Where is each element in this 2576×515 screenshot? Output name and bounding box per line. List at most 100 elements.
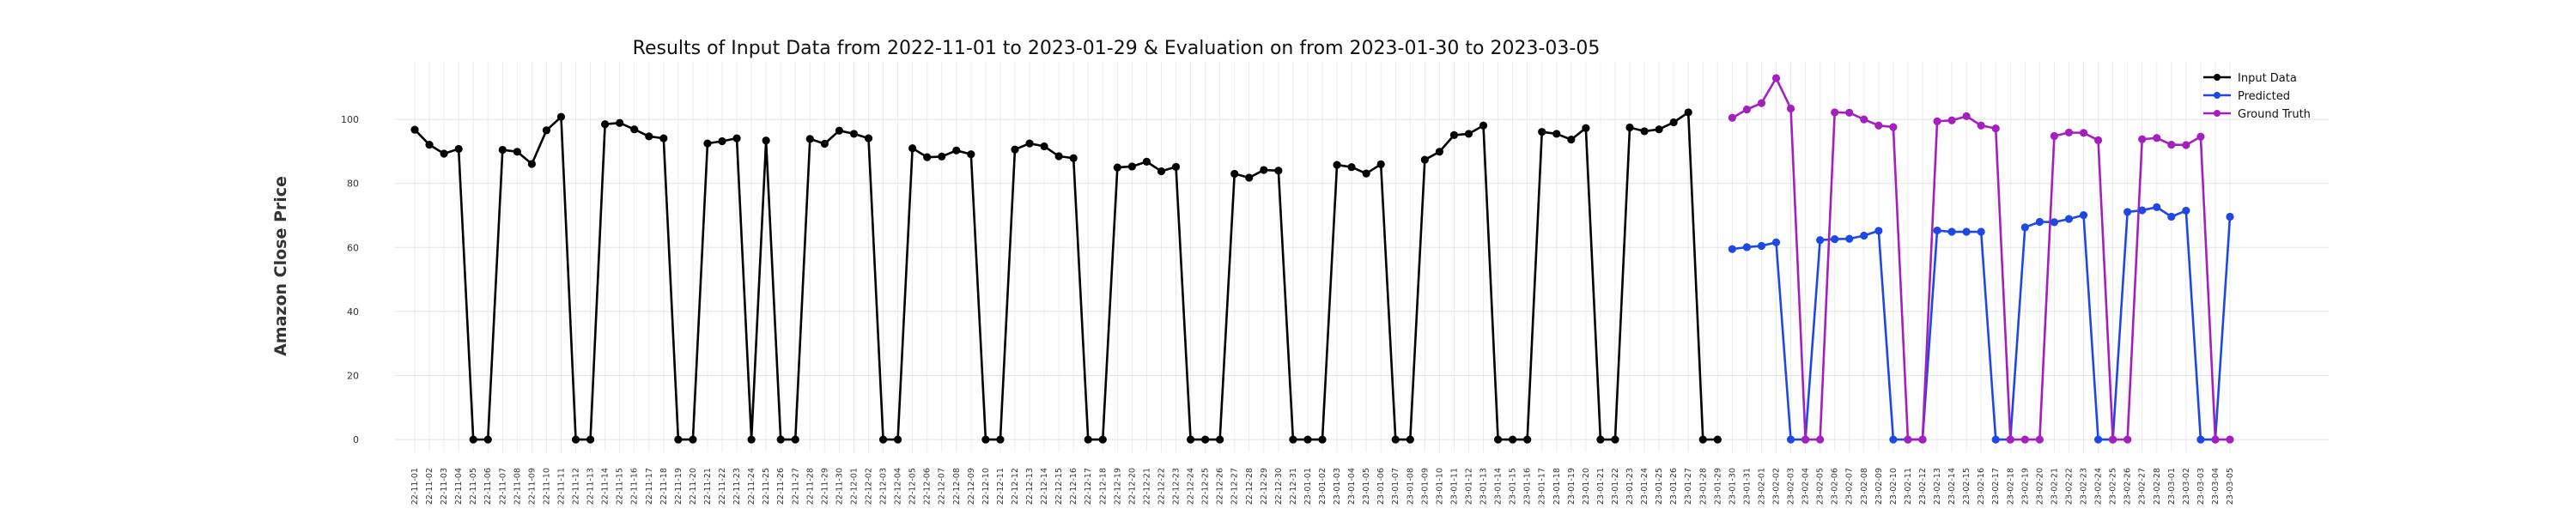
chart-title: Results of Input Data from 2022-11-01 to… — [633, 38, 1601, 59]
x-tick-label: 23-01-17 — [1538, 468, 1547, 505]
x-tick-label: 23-02-16 — [1977, 468, 1986, 505]
data-point-predicted — [2196, 435, 2205, 444]
x-tick-label: 22-11-27 — [791, 468, 800, 505]
data-point-input-data — [1245, 173, 1254, 182]
x-tick-label: 22-11-01 — [410, 468, 420, 505]
data-point-input-data — [1318, 435, 1327, 444]
data-point-input-data — [1274, 167, 1283, 175]
data-point-input-data — [483, 435, 492, 444]
data-point-ground-truth — [1977, 121, 1985, 130]
x-tick-label: 23-01-23 — [1625, 468, 1635, 505]
data-point-input-data — [1171, 162, 1181, 171]
data-point-ground-truth — [2226, 435, 2234, 444]
data-point-ground-truth — [2035, 435, 2044, 444]
data-point-input-data — [454, 144, 463, 154]
x-tick-label: 23-03-04 — [2211, 468, 2221, 505]
legend-dot-predicted — [2214, 92, 2221, 99]
y-axis-label: Amazon Close Price — [271, 176, 290, 356]
legend-label-predicted: Predicted — [2238, 90, 2290, 103]
data-point-input-data — [718, 136, 726, 146]
x-tick-label: 23-02-06 — [1831, 468, 1840, 505]
x-tick-label: 22-11-02 — [425, 468, 434, 505]
series-points — [410, 74, 2234, 444]
x-tick-label: 22-11-06 — [483, 468, 493, 505]
data-point-input-data — [703, 139, 712, 148]
data-point-ground-truth — [1991, 124, 2000, 133]
y-tick-label: 20 — [347, 370, 359, 381]
x-tick-label: 22-11-10 — [542, 468, 551, 505]
data-point-input-data — [878, 435, 888, 444]
data-point-predicted — [2093, 435, 2103, 444]
x-tick-label: 22-11-09 — [527, 468, 537, 505]
data-point-input-data — [1611, 435, 1619, 444]
data-point-ground-truth — [1757, 99, 1766, 107]
x-tick-label: 22-12-26 — [1216, 468, 1225, 505]
x-tick-label: 23-02-19 — [2020, 468, 2030, 505]
x-tick-label: 22-12-22 — [1157, 468, 1166, 505]
data-point-input-data — [1069, 154, 1078, 162]
x-tick-label: 22-12-03 — [879, 468, 889, 505]
data-point-input-data — [1509, 435, 1517, 444]
x-tick-label: 22-11-29 — [820, 468, 829, 505]
x-tick-label: 22-11-17 — [645, 468, 654, 505]
data-point-ground-truth — [1860, 115, 1868, 124]
x-tick-label: 23-02-24 — [2094, 468, 2104, 505]
x-tick-label: 23-02-05 — [1816, 468, 1826, 505]
x-tick-label: 23-01-31 — [1742, 468, 1752, 505]
data-point-input-data — [923, 153, 932, 161]
x-tick-label: 23-02-20 — [2035, 468, 2044, 505]
data-point-input-data — [1216, 435, 1224, 444]
x-tick-label: 23-02-23 — [2080, 468, 2089, 505]
data-point-input-data — [1391, 435, 1400, 444]
x-tick-label: 23-01-05 — [1362, 468, 1371, 505]
data-point-input-data — [630, 125, 639, 134]
data-point-input-data — [1362, 169, 1370, 178]
data-point-ground-truth — [1831, 108, 1839, 117]
data-point-input-data — [1435, 148, 1443, 156]
data-point-input-data — [1054, 152, 1063, 161]
data-point-ground-truth — [2196, 132, 2205, 141]
data-point-input-data — [1449, 130, 1459, 140]
data-point-predicted — [1786, 435, 1795, 444]
data-point-input-data — [469, 435, 477, 444]
x-axis-tick-labels: 22-11-01 22-11-02 22-11-03 22-11-04 22-11-05… — [410, 468, 2235, 505]
y-tick-label: 40 — [347, 306, 359, 318]
data-point-input-data — [908, 144, 917, 153]
data-point-input-data — [1567, 136, 1576, 144]
x-tick-label: 23-02-04 — [1801, 468, 1811, 505]
data-point-predicted — [1742, 243, 1752, 251]
x-tick-label: 23-01-16 — [1523, 468, 1533, 505]
x-tick-label: 23-02-26 — [2123, 468, 2133, 505]
legend-dot-input-data — [2214, 74, 2221, 81]
x-tick-label: 22-11-20 — [689, 468, 698, 505]
data-point-predicted — [1771, 238, 1781, 246]
x-tick-label: 23-01-08 — [1406, 468, 1415, 505]
x-tick-label: 23-02-28 — [2153, 468, 2162, 505]
data-point-input-data — [747, 435, 756, 444]
data-point-input-data — [410, 125, 419, 134]
x-tick-label: 22-12-12 — [1011, 468, 1020, 505]
data-point-input-data — [659, 134, 668, 142]
x-tick-label: 23-01-11 — [1449, 468, 1459, 505]
data-point-ground-truth — [2167, 140, 2176, 149]
data-point-input-data — [1113, 163, 1121, 172]
data-point-input-data — [556, 112, 566, 121]
x-tick-label: 22-12-10 — [981, 468, 991, 505]
data-point-predicted — [2182, 206, 2190, 215]
legend-item-ground-truth: Ground Truth — [2203, 108, 2311, 121]
legend: Input Data Predicted Ground Truth — [2203, 72, 2311, 121]
x-tick-label: 23-02-21 — [2050, 468, 2059, 505]
x-tick-label: 23-01-03 — [1333, 468, 1342, 505]
x-tick-label: 22-11-08 — [513, 468, 522, 505]
data-point-predicted — [2050, 218, 2059, 227]
x-tick-label: 22-11-13 — [586, 468, 596, 505]
x-tick-label: 23-02-13 — [1933, 468, 1942, 505]
x-tick-label: 22-11-12 — [572, 468, 581, 505]
x-tick-label: 22-12-14 — [1040, 468, 1049, 505]
data-point-predicted — [1889, 435, 1898, 444]
x-tick-label: 22-12-02 — [865, 468, 874, 505]
data-point-predicted — [1816, 236, 1825, 245]
x-tick-label: 23-02-08 — [1860, 468, 1869, 505]
data-point-input-data — [820, 139, 829, 148]
